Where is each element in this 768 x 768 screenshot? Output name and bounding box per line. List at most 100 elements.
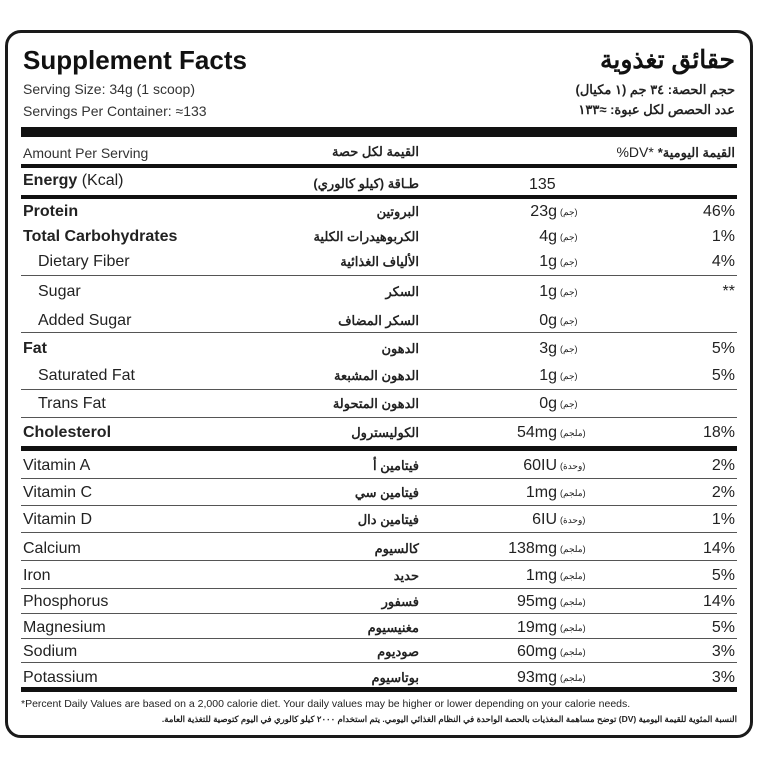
nutrient-amount: 60mg [516, 643, 557, 660]
daily-value-percent: 3% [711, 669, 735, 686]
servings-per-container-arabic: عدد الحصص لكل عبوة: ≈١٣٣ [578, 102, 735, 117]
daily-value-percent: 14% [702, 540, 735, 557]
divider-thin [21, 613, 737, 614]
divider-thin [21, 638, 737, 639]
nutrient-amount: 54mg [516, 424, 557, 441]
nutrient-name: Vitamin A [23, 457, 91, 474]
nutrient-row: Trans Fat الدهون المتحولة 0g (جم) [21, 392, 737, 416]
nutrient-name: Vitamin C [23, 484, 93, 501]
nutrient-amount: 60IU [523, 457, 557, 474]
nutrient-amount: 4g [539, 228, 557, 245]
unit-arabic: (جم) [560, 207, 578, 217]
nutrient-name-arabic: فيتامين سي [354, 485, 419, 500]
nutrient-row: Fat الدهون 3g (جم) 5% [21, 337, 737, 361]
nutrient-row: Total Carbohydrates الكربوهيدرات الكلية … [21, 225, 737, 249]
energy-value: 135 [529, 176, 556, 193]
nutrient-name-arabic: الكربوهيدرات الكلية [313, 229, 419, 244]
daily-value-percent: 2% [711, 484, 735, 501]
divider-thin [21, 417, 737, 418]
nutrient-name-arabic: الكوليسترول [351, 425, 419, 440]
nutrient-name-arabic: مغنيسيوم [367, 620, 419, 635]
daily-value-percent: 5% [711, 340, 735, 357]
divider-thick [21, 127, 737, 137]
unit-arabic: (ملجم) [560, 571, 586, 581]
nutrient-row: Iron حديد 1mg (ملجم) 5% [21, 564, 737, 588]
nutrient-name-arabic: فيتامين دال [357, 512, 419, 527]
daily-value-percent: ** [722, 283, 735, 300]
daily-value-percent: 5% [711, 619, 735, 636]
footnote: *Percent Daily Values are based on a 2,0… [21, 698, 631, 710]
nutrient-name: Total Carbohydrates [23, 228, 178, 245]
unit-arabic: (ملجم) [560, 673, 586, 683]
dv-header-arabic: القيمة اليومية* [657, 145, 735, 160]
divider-thin [21, 560, 737, 561]
unit-arabic: (ملجم) [560, 428, 586, 438]
nutrient-row: Sodium صوديوم 60mg (ملجم) 3% [21, 640, 737, 664]
divider-thin [21, 275, 737, 276]
amount-per-serving-header: Amount Per Serving [23, 145, 149, 161]
divider [21, 164, 737, 168]
nutrient-name-arabic: صوديوم [377, 644, 419, 659]
nutrient-name: Potassium [23, 669, 98, 686]
unit-arabic: (جم) [560, 344, 578, 354]
unit-arabic: (جم) [560, 399, 578, 409]
daily-value-percent: 14% [702, 593, 735, 610]
nutrient-row: Calcium كالسيوم 138mg (ملجم) 14% [21, 537, 737, 561]
footnote-arabic: النسبة المئوية للقيمة اليومية (DV) توضح … [161, 714, 737, 724]
nutrient-amount: 19mg [516, 619, 557, 636]
daily-value-percent: 46% [702, 203, 735, 220]
nutrient-amount: 6IU [532, 511, 557, 528]
supplement-facts-label: Supplement Facts حقائق تغذوية Serving Si… [5, 30, 753, 738]
daily-value-percent: 5% [711, 567, 735, 584]
divider-thin [21, 478, 737, 479]
nutrient-name: Sugar [38, 283, 81, 300]
serving-size-arabic: حجم الحصة: ٣٤ جم (١ مكيال) [575, 82, 735, 97]
daily-value-percent: 5% [711, 367, 735, 384]
nutrient-name: Fat [23, 340, 47, 357]
daily-value-percent: 18% [702, 424, 735, 441]
nutrient-row: Magnesium مغنيسيوم 19mg (ملجم) 5% [21, 616, 737, 640]
nutrient-name: Vitamin D [23, 511, 93, 528]
nutrient-name-arabic: السكر [385, 284, 419, 299]
nutrient-name: Cholesterol [23, 424, 112, 441]
nutrient-row: Added Sugar السكر المضاف 0g (جم) [21, 309, 737, 333]
divider-thin [21, 588, 737, 589]
unit-arabic: (ملجم) [560, 544, 586, 554]
nutrient-amount: 1mg [525, 567, 557, 584]
unit-arabic: (ملجم) [560, 488, 586, 498]
nutrient-row: Vitamin D فيتامين دال 6IU (وحدة) 1% [21, 508, 737, 532]
nutrient-name-arabic: السكر المضاف [338, 313, 419, 328]
nutrient-row: Vitamin A فيتامين أ 60IU (وحدة) 2% [21, 454, 737, 478]
nutrient-row: Vitamin C فيتامين سي 1mg (ملجم) 2% [21, 481, 737, 505]
nutrient-amount: 0g [539, 395, 557, 412]
nutrient-name: Sodium [23, 643, 78, 660]
energy-name: Energy [23, 172, 78, 189]
nutrient-amount: 1g [539, 367, 557, 384]
nutrient-name: Iron [23, 567, 51, 584]
unit-arabic: (جم) [560, 287, 578, 297]
unit-arabic: (ملجم) [560, 597, 586, 607]
nutrient-amount: 95mg [516, 593, 557, 610]
nutrient-name: Saturated Fat [38, 367, 135, 384]
nutrient-amount: 1g [539, 253, 557, 270]
nutrient-name-arabic: الدهون [381, 341, 419, 356]
divider-thin [21, 389, 737, 390]
divider-thin [21, 532, 737, 533]
daily-value-percent: 3% [711, 643, 735, 660]
nutrient-name: Protein [23, 203, 79, 220]
title: Supplement Facts [23, 45, 247, 75]
unit-arabic: (جم) [560, 316, 578, 326]
nutrient-name: Calcium [23, 540, 81, 557]
energy-unit: (Kcal) [81, 172, 124, 189]
nutrient-name-arabic: الدهون المشبعة [334, 368, 419, 383]
nutrient-amount: 23g [530, 203, 557, 220]
nutrient-name-arabic: الألياف الغذائية [340, 254, 419, 269]
divider [21, 195, 737, 199]
nutrient-row: Saturated Fat الدهون المشبعة 1g (جم) 5% [21, 364, 737, 388]
nutrient-row: Protein البروتين 23g (جم) 46% [21, 200, 737, 224]
energy-label: Energy (Kcal) [23, 172, 123, 190]
nutrient-amount: 3g [539, 340, 557, 357]
daily-value-percent: 1% [711, 511, 735, 528]
nutrient-amount: 0g [539, 312, 557, 329]
nutrient-name: Phosphorus [23, 593, 109, 610]
